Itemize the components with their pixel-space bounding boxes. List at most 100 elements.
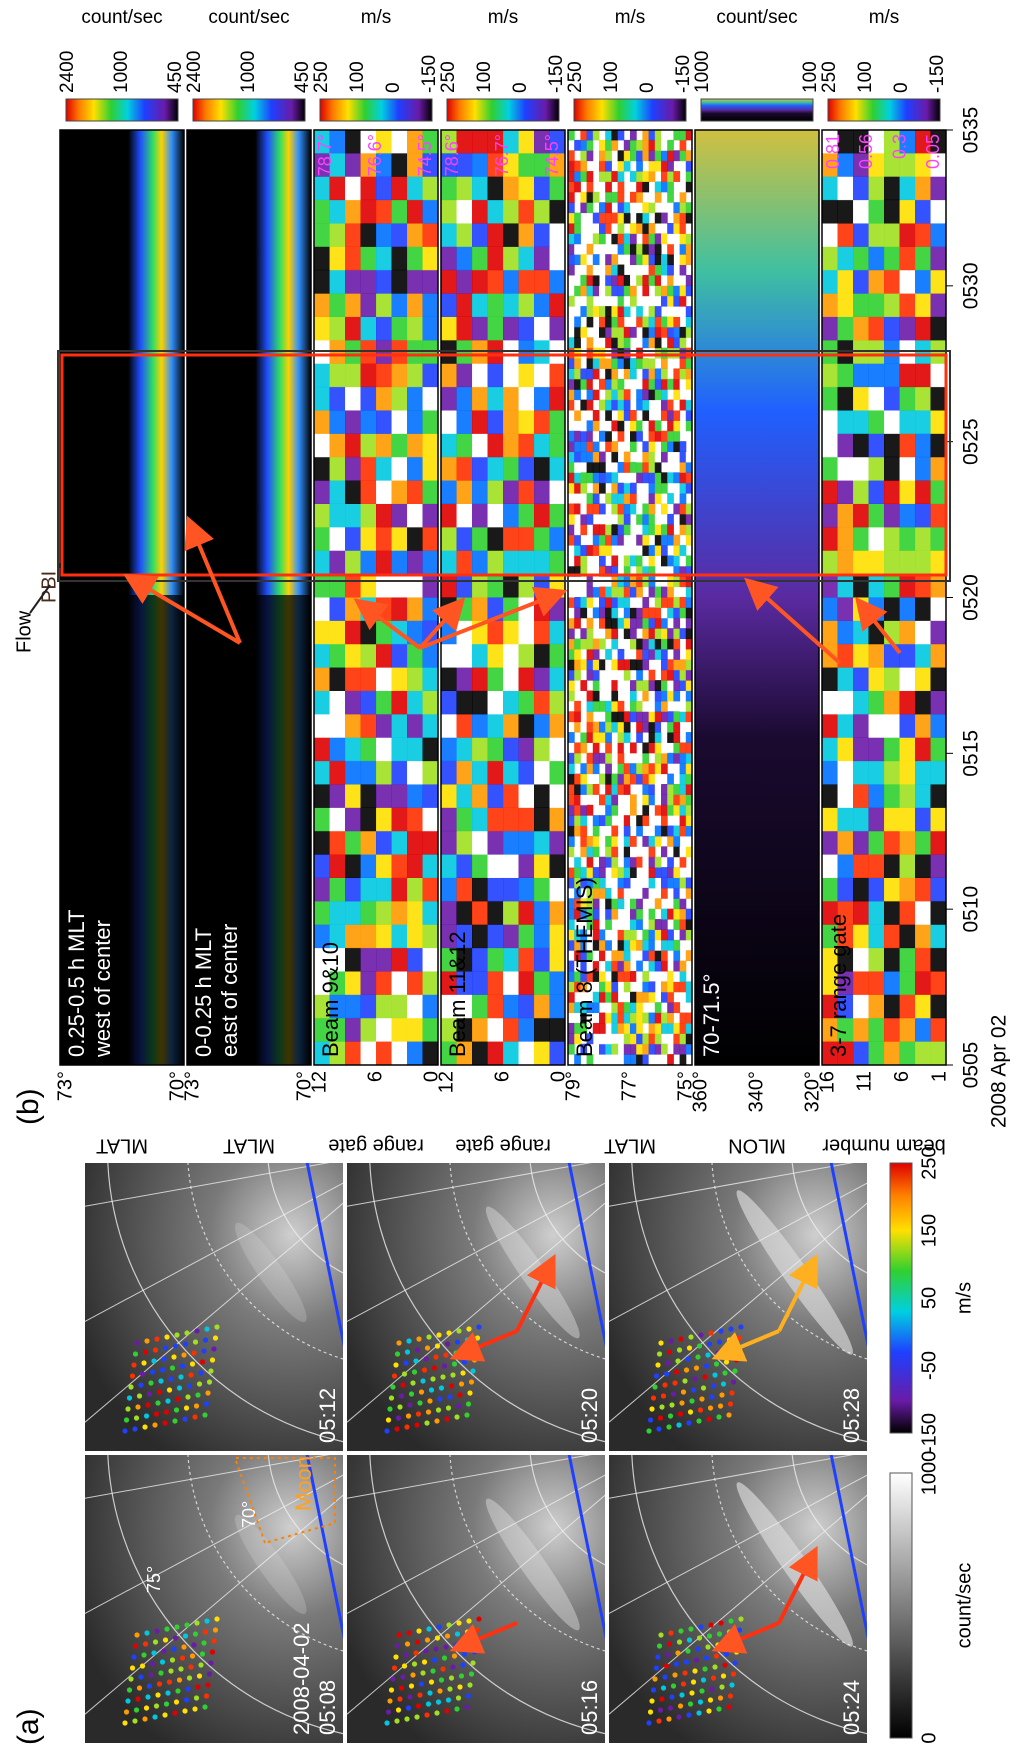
radar-cell (648, 638, 656, 650)
radar-dot (153, 1411, 160, 1417)
radar-cell (391, 526, 408, 551)
radar-cell (599, 700, 606, 712)
radar-cell (617, 389, 625, 401)
radar-dot (471, 1649, 478, 1655)
radar-cell (623, 1043, 631, 1055)
radar-cell (673, 659, 681, 671)
radar-cell (360, 807, 377, 832)
radar-dot (659, 1696, 665, 1702)
radar-cell (574, 430, 581, 442)
radar-cell (487, 737, 504, 762)
radar-dot (428, 1679, 435, 1685)
radar-dot (169, 1365, 176, 1371)
radar-cell (642, 555, 650, 567)
radar-cell (673, 545, 681, 556)
radar-dot (683, 1367, 690, 1373)
radar-cell (667, 1022, 674, 1034)
radar-cell (837, 1041, 854, 1065)
radar-cell (391, 176, 408, 201)
radar-cell (648, 960, 656, 972)
radar-cell (636, 243, 643, 255)
radar-dot (433, 1354, 439, 1360)
radar-dot (717, 1403, 724, 1409)
radar-cell (568, 825, 575, 837)
radar-dot (208, 1660, 214, 1666)
radar-cell (314, 129, 330, 154)
radar-dot (677, 1411, 684, 1417)
radar-cell (642, 534, 650, 546)
radar-cell (376, 152, 392, 177)
radar-cell (617, 503, 625, 515)
radar-cell (884, 1041, 900, 1065)
radar-cell (673, 482, 681, 494)
radar-dot (716, 1414, 722, 1420)
radar-cell (611, 784, 619, 795)
y-tick-label: 73° (54, 1071, 76, 1101)
radar-cell (487, 713, 504, 738)
radar-dot (152, 1347, 159, 1353)
radar-cell (679, 545, 687, 556)
radar-cell (636, 939, 643, 951)
radar-cell (630, 202, 637, 214)
radar-cell (586, 732, 594, 743)
radar-cell (592, 659, 600, 671)
radar-cell (853, 480, 869, 504)
radar-cell (623, 617, 631, 629)
radar-cell (391, 410, 408, 434)
radar-cell (661, 617, 668, 629)
radar-cell (487, 269, 504, 294)
radar-cell (930, 386, 947, 411)
radar-cell (884, 924, 900, 949)
radar-cell (360, 994, 377, 1019)
radar-cell (487, 643, 504, 668)
radar-cell (329, 713, 346, 738)
radar-cell (599, 835, 606, 847)
radar-cell (685, 482, 693, 494)
radar-cell (360, 620, 377, 645)
radar-cell (654, 524, 662, 536)
radar-cell (822, 1017, 838, 1042)
radar-dot (670, 1391, 677, 1397)
radar-cell (661, 150, 668, 162)
radar-dot (183, 1697, 190, 1703)
radar-cell (456, 690, 473, 715)
radar-cell (673, 908, 681, 920)
radar-cell (667, 160, 674, 172)
radar-cell (456, 456, 473, 481)
radar-cell (599, 732, 606, 743)
radar-cell (503, 830, 519, 855)
radar-cell (673, 690, 681, 702)
radar-cell (605, 202, 612, 214)
radar-cell (422, 526, 439, 551)
sky (347, 1163, 605, 1451)
radar-cell (673, 742, 681, 754)
radar-cell (822, 971, 838, 995)
radar-cell (407, 246, 423, 271)
radar-cell (472, 152, 488, 177)
radar-cell (568, 607, 575, 619)
radar-cell (534, 760, 550, 785)
radar-cell (574, 223, 581, 234)
radar-cell (456, 129, 473, 154)
radar-dot (458, 1673, 465, 1679)
colorbar-tick: 100 (800, 61, 821, 93)
radar-cell (599, 1043, 606, 1055)
radar-cell (617, 721, 625, 733)
radar-cell (503, 363, 519, 388)
radar-cell (549, 947, 566, 972)
radar-cell (605, 773, 612, 785)
radar-cell (441, 784, 457, 808)
radar-cell (586, 358, 594, 369)
radar-cell (599, 856, 606, 868)
radar-cell (314, 667, 330, 691)
radar-dot (388, 1687, 395, 1693)
x-tick-label: 0515 (960, 730, 983, 777)
radar-cell (630, 690, 637, 702)
radar-cell (534, 1041, 550, 1065)
radar-cell (376, 760, 392, 785)
radar-cell (568, 399, 575, 411)
radar-cell (884, 480, 900, 504)
radar-cell (574, 950, 581, 962)
radar-cell (661, 129, 668, 141)
radar-dot (438, 1385, 445, 1391)
